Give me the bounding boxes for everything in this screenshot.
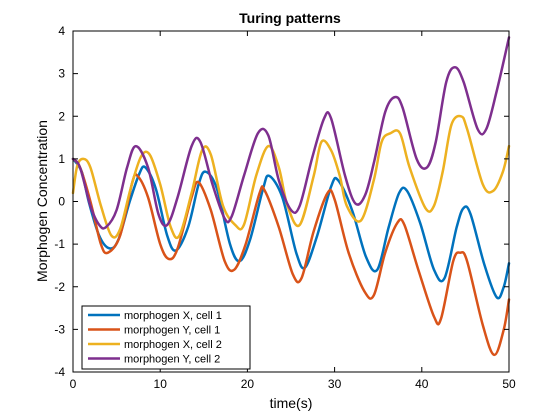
y-tick-label: -3 (54, 322, 65, 336)
x-tick-label: 40 (415, 377, 429, 391)
y-tick-label: -2 (54, 280, 65, 294)
x-tick-label: 20 (241, 377, 255, 391)
y-tick-label: 1 (58, 152, 65, 166)
y-tick-label: 4 (58, 24, 65, 38)
y-tick-label: 2 (58, 109, 65, 123)
series-line-1 (71, 157, 511, 300)
legend-label: morphogen Y, cell 1 (124, 325, 220, 337)
series-line-2 (71, 157, 511, 357)
legend-label: morphogen X, cell 1 (124, 310, 222, 322)
x-axis: 0 10 20 30 40 50 (70, 31, 516, 391)
x-tick-label: 50 (502, 377, 516, 391)
x-tick-label: 0 (70, 377, 77, 391)
legend: morphogen X, cell 1 morphogen Y, cell 1 mo… (81, 305, 251, 370)
series-lines (71, 36, 511, 357)
series-line-4 (71, 36, 511, 230)
legend-label: morphogen X, cell 2 (124, 339, 222, 351)
x-tick-label: 10 (154, 377, 168, 391)
x-axis-label: time(s) (270, 395, 313, 411)
legend-label: morphogen Y, cell 2 (124, 354, 220, 366)
y-tick-label: 0 (58, 195, 65, 209)
y-tick-label: -1 (54, 237, 65, 251)
y-axis-label: Morphogen Concentration (34, 120, 50, 282)
y-tick-label: 3 (58, 67, 65, 81)
y-axis: -4 -3 -2 -1 0 1 2 3 4 (54, 24, 509, 379)
chart-title: Turing patterns (239, 10, 341, 26)
x-tick-label: 30 (328, 377, 342, 391)
y-tick-label: -4 (54, 365, 65, 379)
